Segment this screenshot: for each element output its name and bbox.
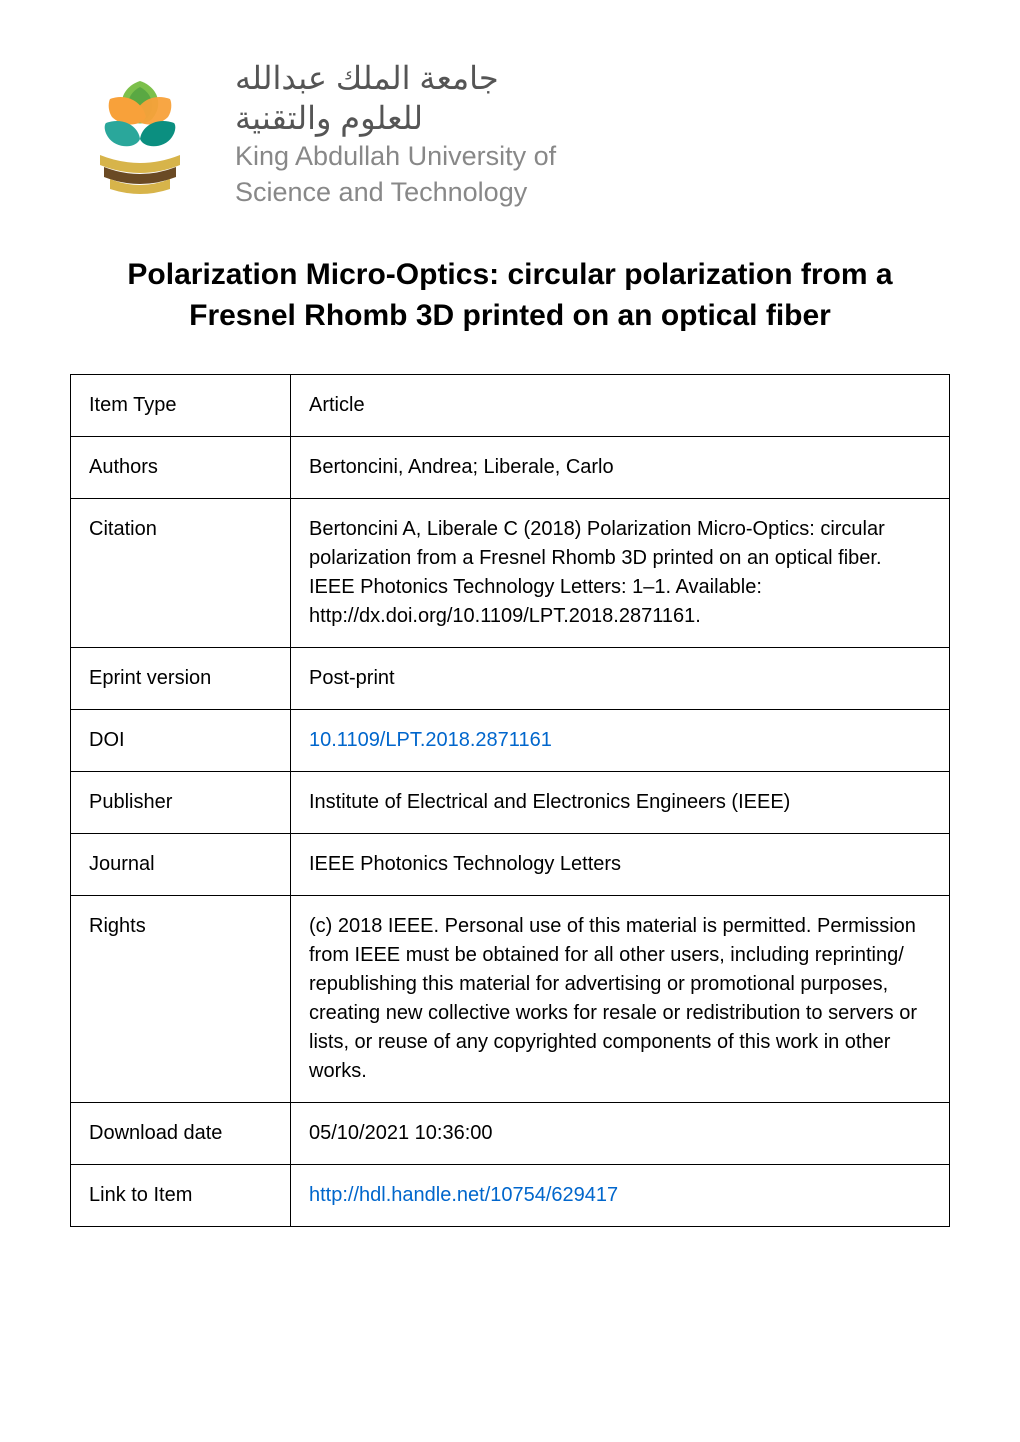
university-name-arabic-2: للعلوم والتقنية [235, 100, 556, 137]
meta-value: 05/10/2021 10:36:00 [291, 1103, 950, 1165]
meta-value: (c) 2018 IEEE. Personal use of this mate… [291, 896, 950, 1103]
meta-value: Article [291, 375, 950, 437]
metadata-tbody: Item Type Article Authors Bertoncini, An… [71, 375, 950, 1227]
university-name-english-1: King Abdullah University of [235, 140, 556, 174]
meta-value: Bertoncini, Andrea; Liberale, Carlo [291, 437, 950, 499]
meta-label: Eprint version [71, 648, 291, 710]
meta-value: IEEE Photonics Technology Letters [291, 834, 950, 896]
table-row: Publisher Institute of Electrical and El… [71, 772, 950, 834]
table-row: Rights (c) 2018 IEEE. Personal use of th… [71, 896, 950, 1103]
meta-label: Citation [71, 499, 291, 648]
meta-value: Bertoncini A, Liberale C (2018) Polariza… [291, 499, 950, 648]
table-row: Download date 05/10/2021 10:36:00 [71, 1103, 950, 1165]
meta-value: http://hdl.handle.net/10754/629417 [291, 1165, 950, 1227]
table-row: Eprint version Post-print [71, 648, 950, 710]
meta-value: Post-print [291, 648, 950, 710]
university-name-english-2: Science and Technology [235, 176, 556, 210]
meta-value: Institute of Electrical and Electronics … [291, 772, 950, 834]
meta-label: Authors [71, 437, 291, 499]
table-row: Citation Bertoncini A, Liberale C (2018)… [71, 499, 950, 648]
kaust-logo-svg [70, 65, 210, 205]
table-row: DOI 10.1109/LPT.2018.2871161 [71, 710, 950, 772]
table-row: Journal IEEE Photonics Technology Letter… [71, 834, 950, 896]
meta-label: Journal [71, 834, 291, 896]
table-row: Item Type Article [71, 375, 950, 437]
kaust-logo [70, 65, 210, 205]
doi-link[interactable]: 10.1109/LPT.2018.2871161 [309, 729, 552, 751]
table-row: Authors Bertoncini, Andrea; Liberale, Ca… [71, 437, 950, 499]
table-row: Link to Item http://hdl.handle.net/10754… [71, 1165, 950, 1227]
meta-value: 10.1109/LPT.2018.2871161 [291, 710, 950, 772]
header: جامعة الملك عبدالله للعلوم والتقنية King… [70, 60, 950, 210]
university-name-block: جامعة الملك عبدالله للعلوم والتقنية King… [235, 60, 556, 210]
page-title: Polarization Micro-Optics: circular pola… [70, 255, 950, 336]
meta-label: Download date [71, 1103, 291, 1165]
meta-label: Link to Item [71, 1165, 291, 1227]
university-name-arabic-1: جامعة الملك عبدالله [235, 60, 556, 97]
meta-label: Item Type [71, 375, 291, 437]
item-link[interactable]: http://hdl.handle.net/10754/629417 [309, 1184, 618, 1206]
meta-label: DOI [71, 710, 291, 772]
meta-label: Rights [71, 896, 291, 1103]
meta-label: Publisher [71, 772, 291, 834]
metadata-table: Item Type Article Authors Bertoncini, An… [70, 374, 950, 1227]
